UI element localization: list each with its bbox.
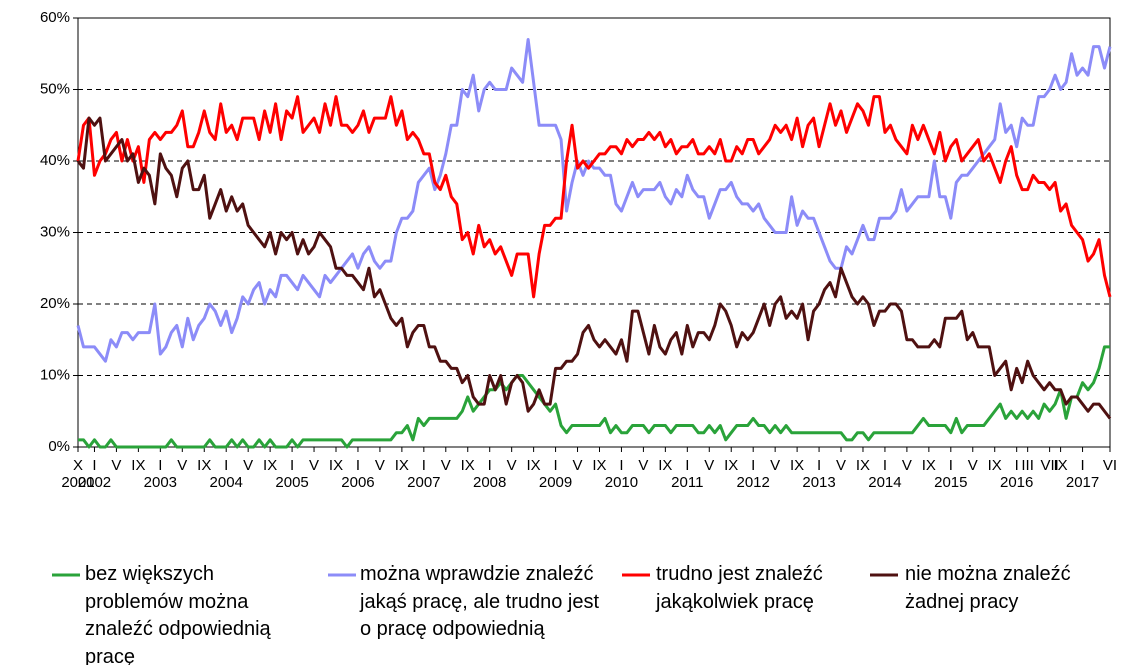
x-tick-label: I (1080, 457, 1084, 474)
x-year-label: 2003 (144, 474, 177, 491)
x-tick-label: V (177, 457, 187, 474)
x-tick-label: I (685, 457, 689, 474)
legend-label: nie można znaleźć żadnej pracy (905, 563, 1071, 613)
x-tick-label: IX (329, 457, 343, 474)
x-tick-label: V (704, 457, 714, 474)
x-tick-label: V (507, 457, 517, 474)
x-tick-label: V (375, 457, 385, 474)
legend-label: można wprawdzie znaleźć jakąś pracę, ale… (360, 563, 600, 640)
x-tick-label: IX (131, 457, 145, 474)
x-tick-label: I (92, 457, 96, 474)
x-tick-label: I (158, 457, 162, 474)
legend-label: bez większych problemów można znaleźć od… (85, 563, 271, 665)
x-tick-label: IX (592, 457, 606, 474)
x-tick-label: I (290, 457, 294, 474)
x-tick-label: IX (724, 457, 738, 474)
x-year-label: 2004 (210, 474, 243, 491)
x-year-label: 2012 (737, 474, 770, 491)
x-tick-label: III (1021, 457, 1034, 474)
y-tick-label: 30% (40, 223, 70, 240)
x-tick-label: IX (461, 457, 475, 474)
series-line (76, 37, 1112, 363)
x-year-label: 2009 (539, 474, 572, 491)
x-tick-label: I (224, 457, 228, 474)
x-tick-label: I (619, 457, 623, 474)
x-tick-label: I (817, 457, 821, 474)
x-tick-label: V (441, 457, 451, 474)
x-tick-label: V (836, 457, 846, 474)
y-tick-label: 20% (40, 295, 70, 312)
x-year-label: 2014 (868, 474, 901, 491)
x-tick-label: VI (1103, 457, 1117, 474)
x-tick-label: IX (790, 457, 804, 474)
x-tick-label: IX (1054, 457, 1068, 474)
x-year-label: 2006 (341, 474, 374, 491)
x-tick-label: IX (658, 457, 672, 474)
x-tick-label: X (73, 457, 83, 474)
x-tick-label: I (422, 457, 426, 474)
x-year-label: 2010 (605, 474, 638, 491)
x-tick-label: IX (988, 457, 1002, 474)
y-tick-label: 0% (48, 438, 70, 455)
x-tick-label: IX (197, 457, 211, 474)
plot-frame (77, 17, 1111, 448)
x-tick-label: IX (263, 457, 277, 474)
x-year-label: 2015 (934, 474, 967, 491)
x-tick-label: IX (856, 457, 870, 474)
x-tick-label: I (751, 457, 755, 474)
x-tick-label: I (488, 457, 492, 474)
x-tick-label: V (638, 457, 648, 474)
series-line (76, 95, 1112, 299)
x-tick-label: IX (527, 457, 541, 474)
x-tick-label: IX (395, 457, 409, 474)
x-year-label: 2008 (473, 474, 506, 491)
legend-label: trudno jest znaleźć jakąkolwiek pracę (656, 563, 823, 613)
x-tick-label: IX (922, 457, 936, 474)
y-tick-label: 10% (40, 366, 70, 383)
x-tick-label: V (902, 457, 912, 474)
y-tick-label: 60% (40, 9, 70, 26)
series-line (76, 116, 1112, 420)
x-year-label: 2016 (1000, 474, 1033, 491)
x-tick-label: I (883, 457, 887, 474)
x-tick-label: V (573, 457, 583, 474)
x-year-label: 2001 (61, 474, 94, 491)
x-tick-label: I (949, 457, 953, 474)
x-tick-label: V (243, 457, 253, 474)
x-year-label: 2013 (802, 474, 835, 491)
x-tick-label: I (356, 457, 360, 474)
x-tick-label: V (770, 457, 780, 474)
x-year-label: 2002 (78, 474, 111, 491)
x-year-label: 2011 (671, 474, 703, 491)
series-line (78, 345, 1110, 449)
x-tick-label: V (309, 457, 319, 474)
x-tick-label: VII (1040, 457, 1058, 474)
x-tick-label: I (1015, 457, 1019, 474)
x-tick-label: V (111, 457, 121, 474)
x-year-label: 2007 (407, 474, 440, 491)
y-tick-label: 40% (40, 152, 70, 169)
x-tick-label: I (553, 457, 557, 474)
y-tick-label: 50% (40, 80, 70, 97)
x-year-label: 2005 (275, 474, 308, 491)
x-year-label: 2017 (1066, 474, 1099, 491)
x-tick-label: V (968, 457, 978, 474)
